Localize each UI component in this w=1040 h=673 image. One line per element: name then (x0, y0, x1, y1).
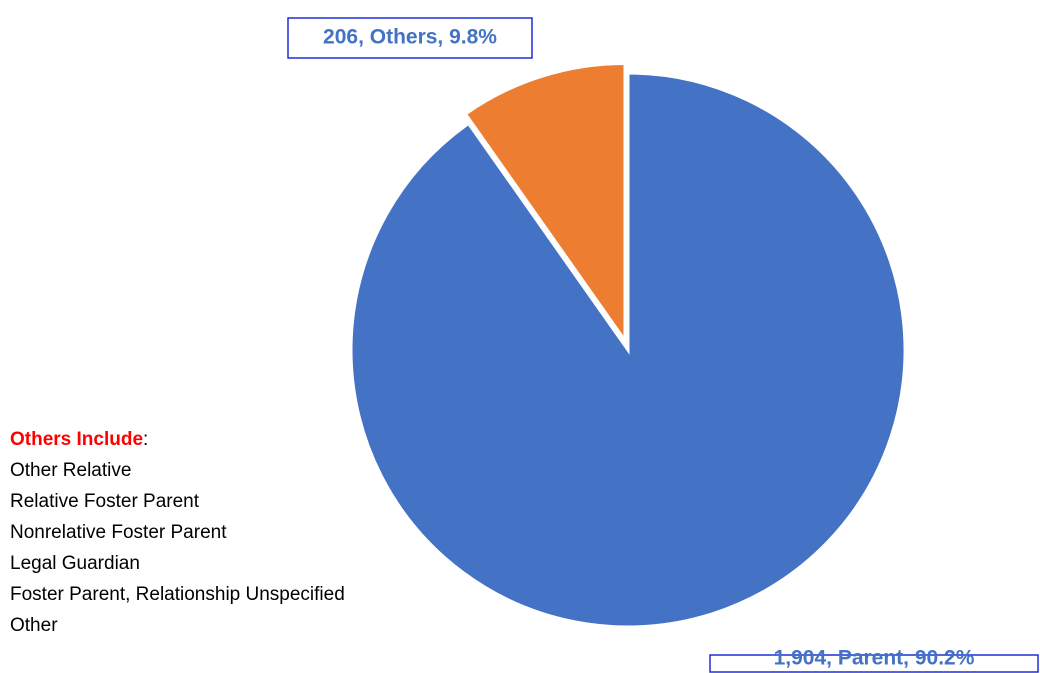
label-box (287, 17, 533, 59)
note-heading: Others Include: (10, 429, 148, 450)
note-item: Nonrelative Foster Parent (10, 522, 227, 543)
note-item: Other Relative (10, 460, 131, 481)
data-label: 206, Others, 9.8% (323, 26, 497, 49)
pie-slice (349, 71, 907, 629)
note-item: Foster Parent, Relationship Unspecified (10, 584, 345, 605)
data-label: 1,904, Parent, 90.2% (774, 647, 975, 670)
note-item: Legal Guardian (10, 553, 140, 574)
note-item: Relative Foster Parent (10, 491, 200, 512)
note-heading-text: Others Include (10, 429, 143, 450)
label-box (709, 654, 1039, 673)
note-separator: : (143, 429, 148, 450)
note-item: Other (10, 615, 58, 636)
pie-slice (463, 61, 627, 346)
